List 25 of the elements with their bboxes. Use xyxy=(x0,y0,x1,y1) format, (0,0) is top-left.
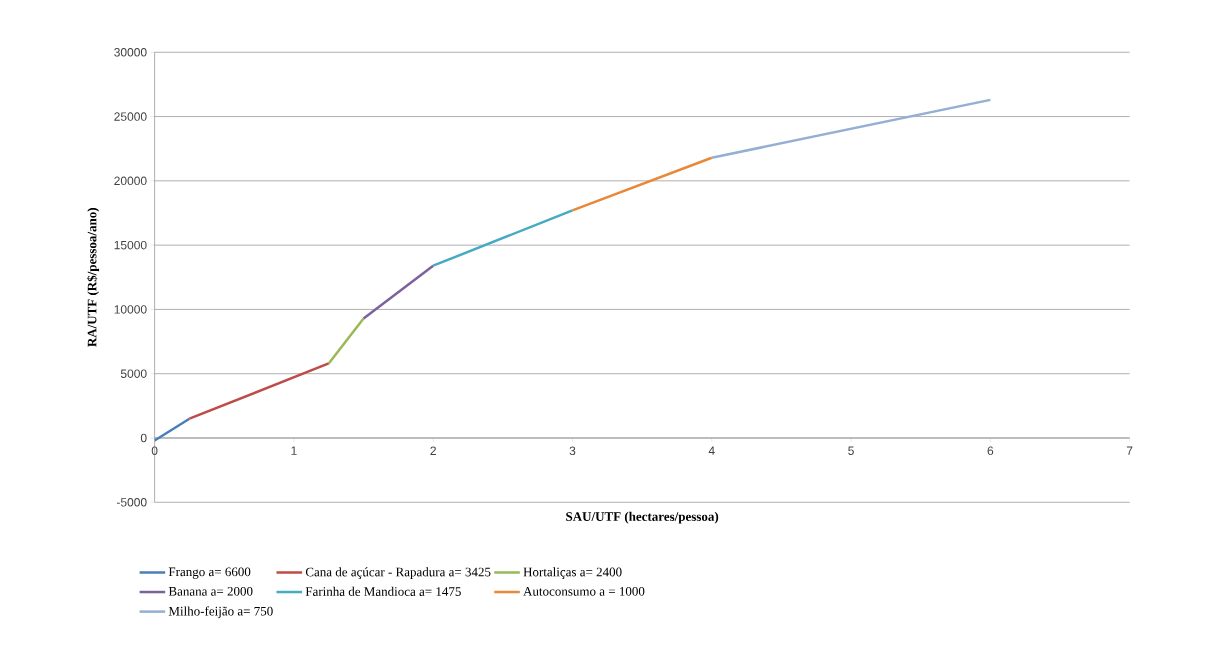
y-tick-label: 10000 xyxy=(114,305,147,314)
y-tick-label: -5000 xyxy=(116,498,147,507)
y-axis-title: RA/UTF (R$/pessoa/ano) xyxy=(86,207,100,347)
y-tick-label: 30000 xyxy=(114,48,147,57)
legend-label: Frango a= 6600 xyxy=(168,567,251,579)
y-tick-label: 0 xyxy=(140,433,147,443)
legend-label: Banana a= 2000 xyxy=(168,586,253,596)
x-tick-label: 7 xyxy=(1126,446,1133,455)
legend-label: Hortaliças a= 2400 xyxy=(523,567,622,580)
x-axis-title: SAU/UTF (hectares/pessoa) xyxy=(566,511,719,524)
x-tick-label: 4 xyxy=(708,446,715,455)
legend-label: Farinha de Mandioca a= 1475 xyxy=(305,586,461,596)
x-tick-label: 0 xyxy=(151,446,158,456)
legend-label: Cana de açúcar - Rapadura a= 3425 xyxy=(305,567,491,580)
x-tick-label: 6 xyxy=(987,446,994,456)
y-tick-label: 20000 xyxy=(114,176,147,186)
legend-label: Milho-feijão a= 750 xyxy=(168,606,273,619)
y-tick-label: 15000 xyxy=(114,240,147,250)
x-tick-label: 5 xyxy=(848,446,854,455)
x-tick-label: 1 xyxy=(291,446,297,455)
x-tick-label: 2 xyxy=(430,446,436,455)
y-tick-label: 25000 xyxy=(114,112,147,121)
x-tick-label: 3 xyxy=(569,446,576,456)
legend-label: Autoconsumo a = 1000 xyxy=(523,586,645,596)
y-tick-label: 5000 xyxy=(120,369,147,378)
